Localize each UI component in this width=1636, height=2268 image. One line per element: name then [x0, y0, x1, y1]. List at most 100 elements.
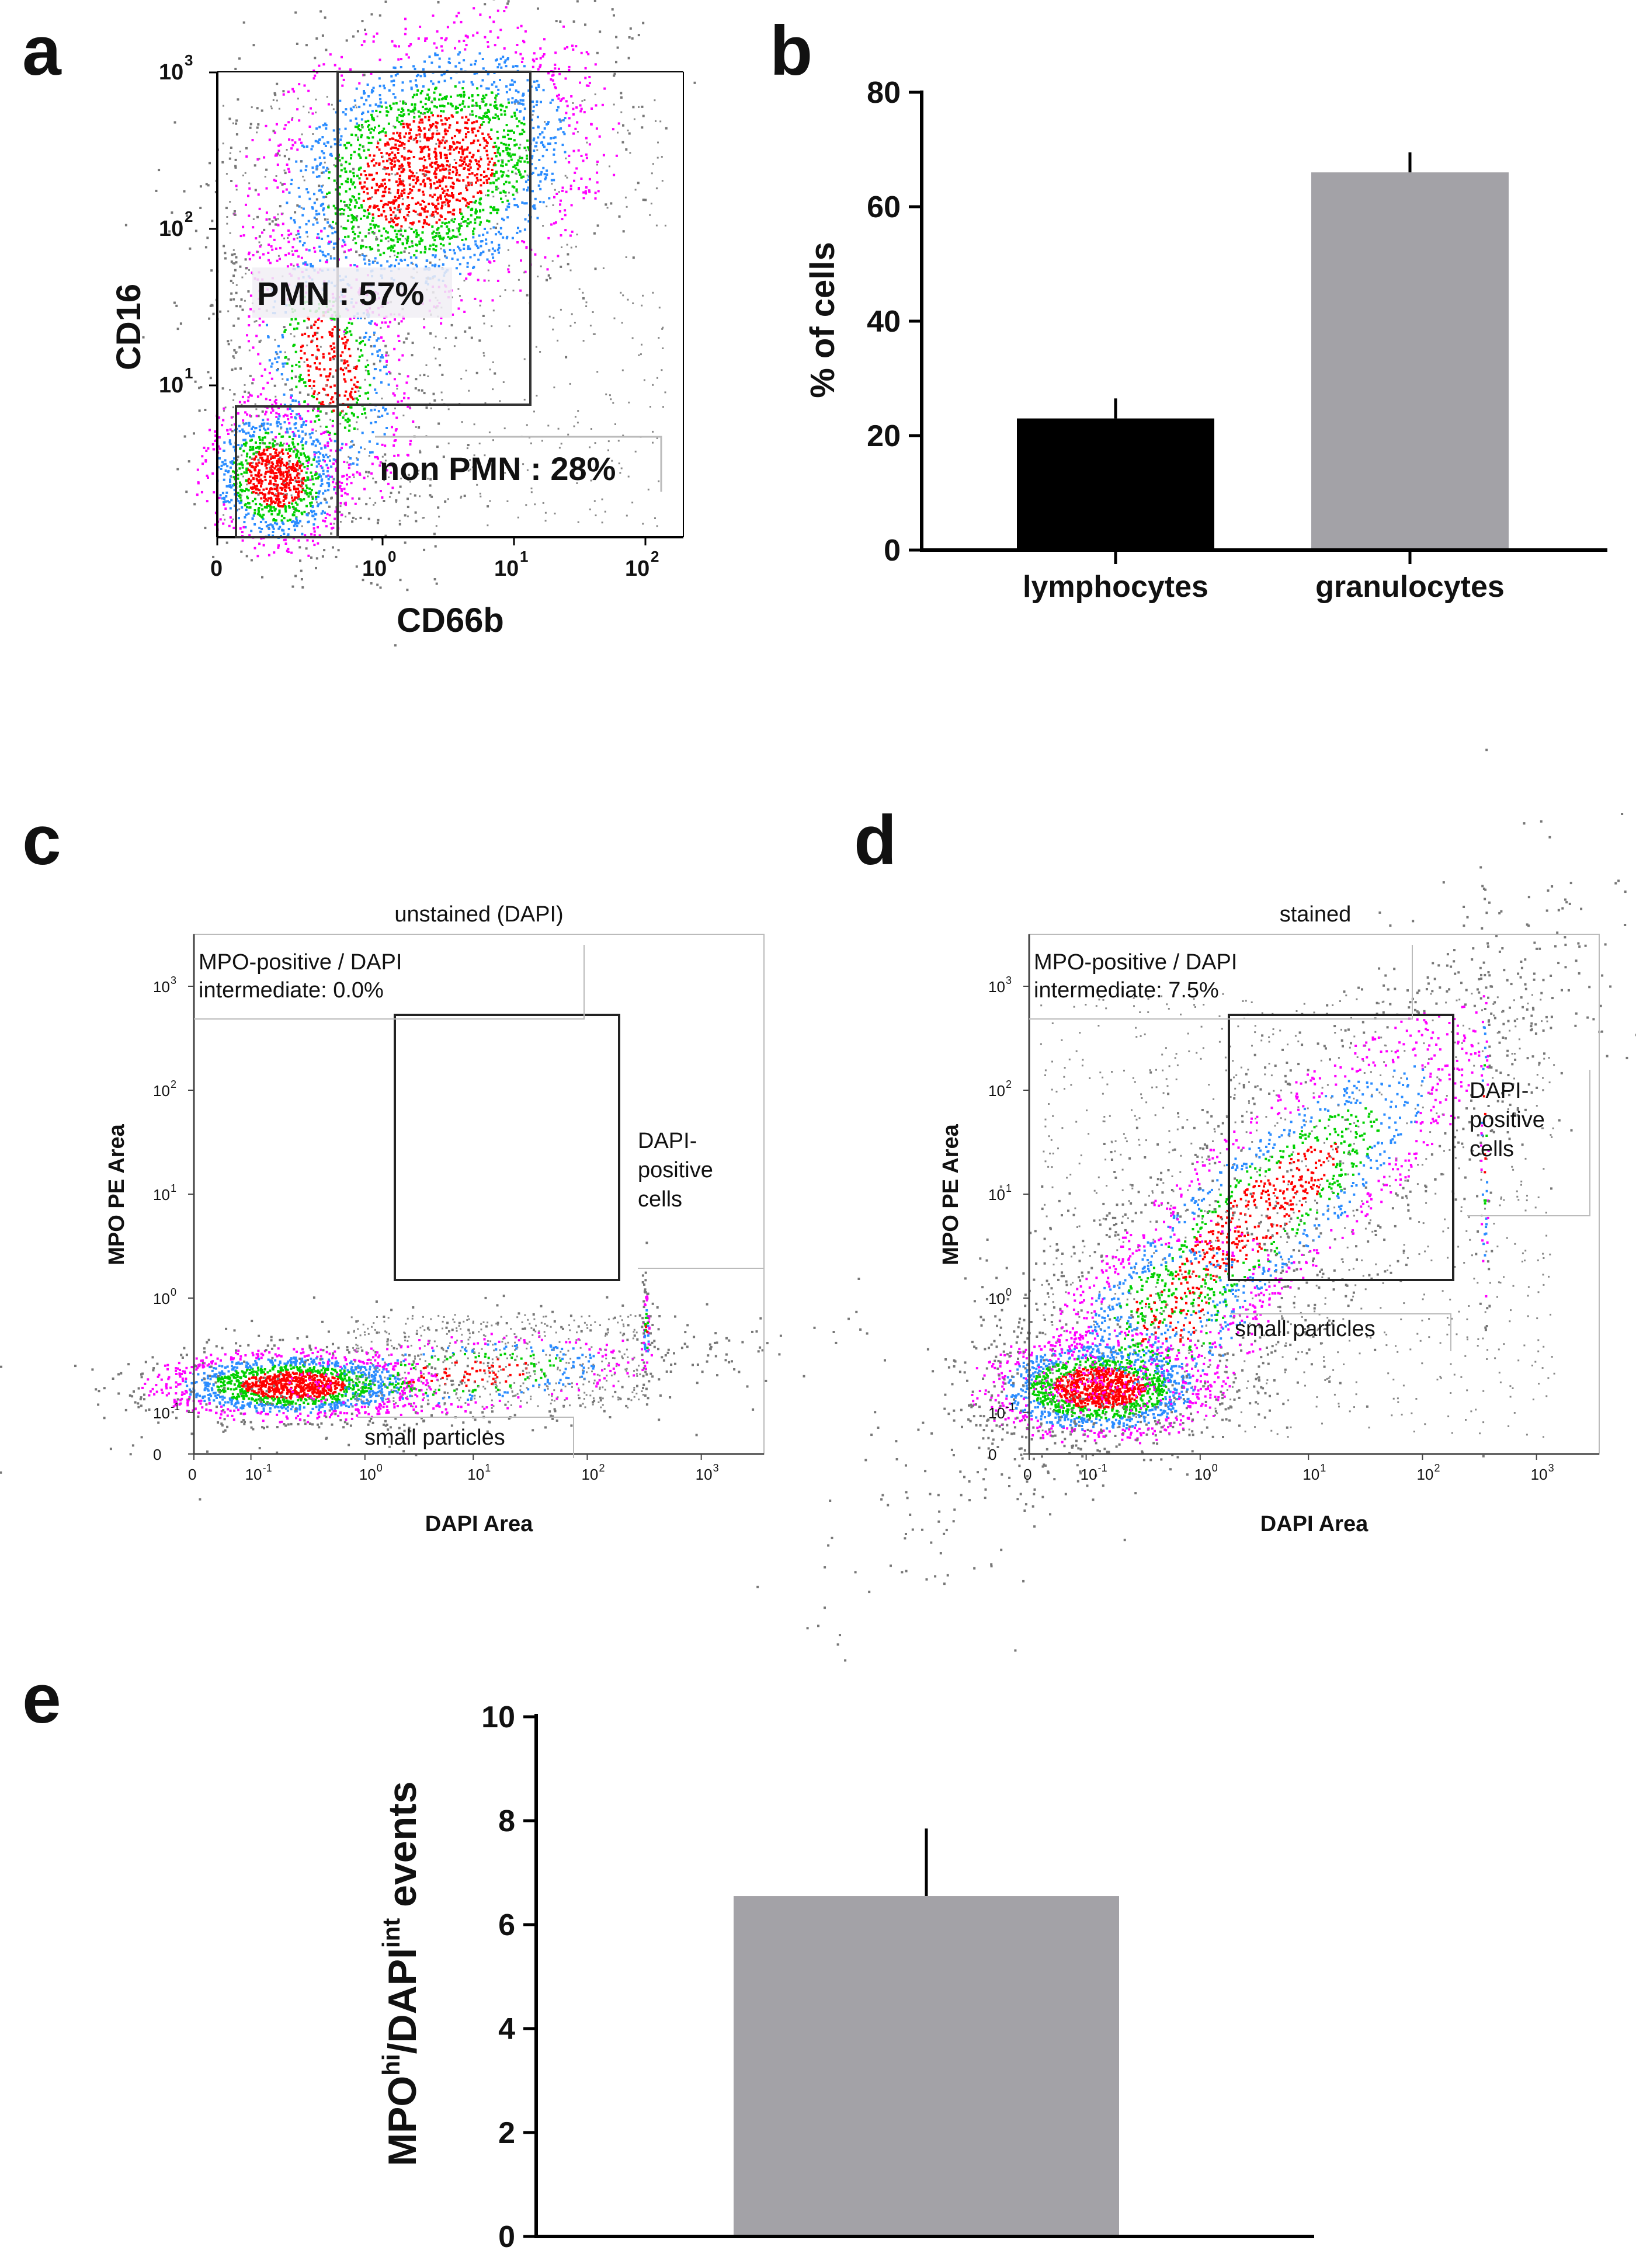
scatter-point — [569, 269, 572, 272]
scatter-point — [487, 157, 489, 160]
scatter-point — [470, 81, 473, 84]
scatter-point — [317, 475, 320, 478]
scatter-point — [339, 502, 342, 505]
scatter-point — [173, 301, 176, 304]
scatter-point — [204, 409, 207, 411]
scatter-point — [277, 471, 280, 474]
scatter-point — [384, 190, 387, 193]
scatter-point — [415, 249, 418, 252]
scatter-point — [460, 145, 463, 148]
scatter-point — [305, 44, 308, 47]
scatter-point — [324, 16, 326, 19]
scatter-point — [301, 133, 303, 135]
scatter-point — [287, 358, 290, 361]
scatter-point — [402, 102, 405, 104]
scatter-point — [612, 471, 614, 473]
scatter-point — [268, 244, 270, 246]
scatter-point — [355, 219, 358, 222]
scatter-point — [622, 124, 624, 127]
scatter-point — [456, 258, 459, 261]
scatter-point — [326, 260, 328, 263]
scatter-point — [322, 152, 325, 155]
scatter-point — [277, 527, 280, 530]
scatter-point — [577, 410, 579, 412]
scatter-point — [387, 325, 390, 328]
scatter-point — [394, 164, 397, 166]
scatter-point — [240, 488, 243, 491]
scatter-point — [398, 175, 401, 177]
scatter-point — [415, 93, 418, 96]
scatter-point — [232, 282, 234, 284]
scatter-point — [288, 506, 291, 509]
scatter-point — [286, 482, 289, 485]
scatter-point — [435, 46, 438, 49]
scatter-point — [313, 451, 316, 454]
scatter-point — [394, 196, 397, 199]
scatter-point — [582, 197, 585, 200]
scatter-point — [317, 168, 318, 170]
scatter-point — [461, 197, 464, 200]
scatter-point — [268, 463, 270, 465]
scatter-point — [264, 498, 267, 500]
scatter-point — [513, 197, 516, 200]
scatter-point — [441, 221, 444, 224]
scatter-point — [328, 241, 331, 244]
scatter-point — [397, 252, 400, 255]
scatter-point — [389, 265, 391, 268]
scatter-point — [253, 509, 256, 512]
scatter-point — [400, 399, 403, 402]
scatter-point — [366, 162, 369, 165]
scatter-point — [580, 155, 583, 157]
scatter-point — [341, 475, 344, 478]
scatter-point — [305, 471, 308, 474]
scatter-point — [265, 467, 268, 469]
scatter-point — [394, 96, 397, 99]
scatter-point — [561, 144, 564, 147]
scatter-point — [380, 336, 383, 339]
scatter-point — [446, 164, 449, 167]
scatter-point — [385, 427, 388, 429]
scatter-point — [318, 362, 321, 365]
scatter-point — [387, 240, 390, 242]
scatter-point — [421, 173, 423, 175]
scatter-point — [498, 244, 501, 246]
scatter-point — [253, 430, 256, 433]
scatter-point — [508, 265, 510, 267]
scatter-point — [284, 490, 287, 492]
scatter-point — [649, 406, 651, 408]
scatter-point — [229, 478, 231, 481]
scatter-point — [472, 230, 475, 233]
scatter-point — [294, 375, 297, 378]
scatter-point — [241, 444, 243, 447]
scatter-point — [397, 208, 399, 211]
scatter-point — [400, 229, 402, 232]
scatter-point — [493, 260, 496, 263]
scatter-point — [435, 235, 437, 238]
scatter-point — [225, 541, 228, 544]
scatter-point — [303, 454, 306, 457]
scatter-point — [312, 335, 315, 338]
scatter-point — [317, 492, 319, 494]
scatter-point — [283, 503, 286, 506]
scatter-point — [376, 521, 379, 524]
scatter-point — [196, 493, 199, 496]
scatter-point — [275, 218, 277, 221]
scatter-point — [253, 485, 256, 488]
scatter-point — [252, 446, 255, 448]
scatter-point — [488, 119, 491, 121]
scatter-point — [223, 514, 225, 516]
scatter-point — [375, 182, 378, 185]
scatter-point — [570, 204, 573, 207]
scatter-point — [505, 180, 508, 183]
scatter-point — [425, 215, 428, 218]
scatter-point — [564, 47, 566, 50]
scatter-point — [389, 206, 392, 209]
scatter-point — [352, 175, 355, 178]
scatter-point — [613, 14, 615, 17]
scatter-point — [279, 469, 282, 472]
scatter-point — [357, 193, 360, 196]
scatter-point — [300, 207, 303, 209]
scatter-point — [448, 165, 451, 168]
scatter-point — [384, 0, 387, 3]
scatter-point — [296, 521, 299, 524]
